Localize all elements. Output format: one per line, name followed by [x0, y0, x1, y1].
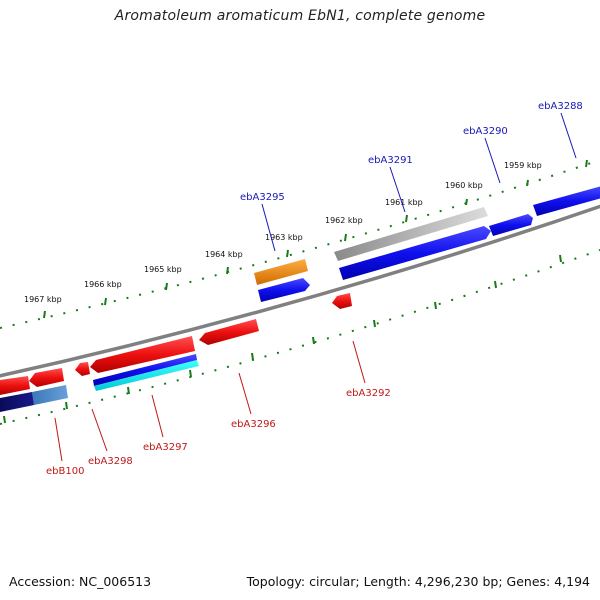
gene-red-left-1-feature[interactable]: [29, 368, 64, 387]
gene-label-ebA3292[interactable]: ebA3292: [346, 388, 391, 399]
gene-grey-feature[interactable]: [334, 207, 488, 261]
gene-label-ebB100[interactable]: ebB100: [46, 466, 84, 477]
gene-ebA3296-feature[interactable]: [199, 319, 259, 345]
kbp-label: 1960 kbp: [445, 181, 483, 190]
gene-ebA3297-red-feature[interactable]: [90, 336, 195, 373]
kbp-label: 1959 kbp: [504, 161, 542, 170]
kbp-label: 1966 kbp: [84, 280, 122, 289]
kbp-label: 1965 kbp: [144, 265, 182, 274]
gene-ebA3297-feature[interactable]: [93, 354, 197, 386]
gene-label-ebA3290[interactable]: ebA3290: [463, 126, 508, 137]
genome-backbone: [0, 204, 600, 378]
inner-tick-ring: [0, 249, 600, 425]
map-title: Aromatoleum aromaticum EbN1, complete ge…: [114, 8, 486, 24]
kbp-label: 1961 kbp: [385, 198, 423, 207]
outer-tick-ring: [0, 159, 600, 329]
outer-major-ticks: [43, 159, 588, 319]
gene-label-ebA3297[interactable]: ebA3297: [143, 442, 188, 453]
accession-text: Accession: NC_006513: [9, 574, 152, 589]
gene-label-ebA3291[interactable]: ebA3291: [368, 155, 413, 166]
kbp-label: 1967 kbp: [24, 295, 62, 304]
leader-lines: [54, 112, 577, 462]
gene-ebB100-feature[interactable]: [32, 385, 68, 405]
gene-ebA3298-feature[interactable]: [75, 362, 90, 376]
gene-navy-feature[interactable]: [0, 392, 34, 412]
gene-ebA3288-feature[interactable]: [533, 186, 600, 216]
gene-label-ebA3288[interactable]: ebA3288: [538, 101, 583, 112]
gene-orange-feature[interactable]: [254, 259, 308, 285]
gene-ebA3291-feature[interactable]: [339, 226, 491, 280]
kbp-label: 1962 kbp: [325, 216, 363, 225]
gene-labels: ebA3288 ebA3290 ebA3291 ebA3295 ebA3292 …: [46, 101, 583, 477]
gene-label-ebA3295[interactable]: ebA3295: [240, 192, 285, 203]
gene-ebA3297-cyan-feature[interactable]: [94, 360, 199, 391]
kbp-label: 1963 kbp: [265, 233, 303, 242]
gene-label-ebA3296[interactable]: ebA3296: [231, 419, 276, 430]
inner-major-ticks: [3, 254, 562, 424]
gene-red-left-2-feature[interactable]: [0, 376, 30, 395]
kbp-label: 1964 kbp: [205, 250, 243, 259]
gene-ebA3292-feature[interactable]: [332, 293, 352, 309]
reverse-strand-genes: [0, 293, 352, 412]
forward-strand-genes: [254, 186, 600, 302]
kbp-labels: 1959 kbp 1960 kbp 1961 kbp 1962 kbp 1963…: [24, 161, 542, 304]
gene-ebA3290-feature[interactable]: [489, 214, 533, 236]
gene-label-ebA3298[interactable]: ebA3298: [88, 456, 133, 467]
gene-ebA3295-feature[interactable]: [258, 278, 310, 302]
genome-info-text: Topology: circular; Length: 4,296,230 bp…: [246, 574, 590, 589]
